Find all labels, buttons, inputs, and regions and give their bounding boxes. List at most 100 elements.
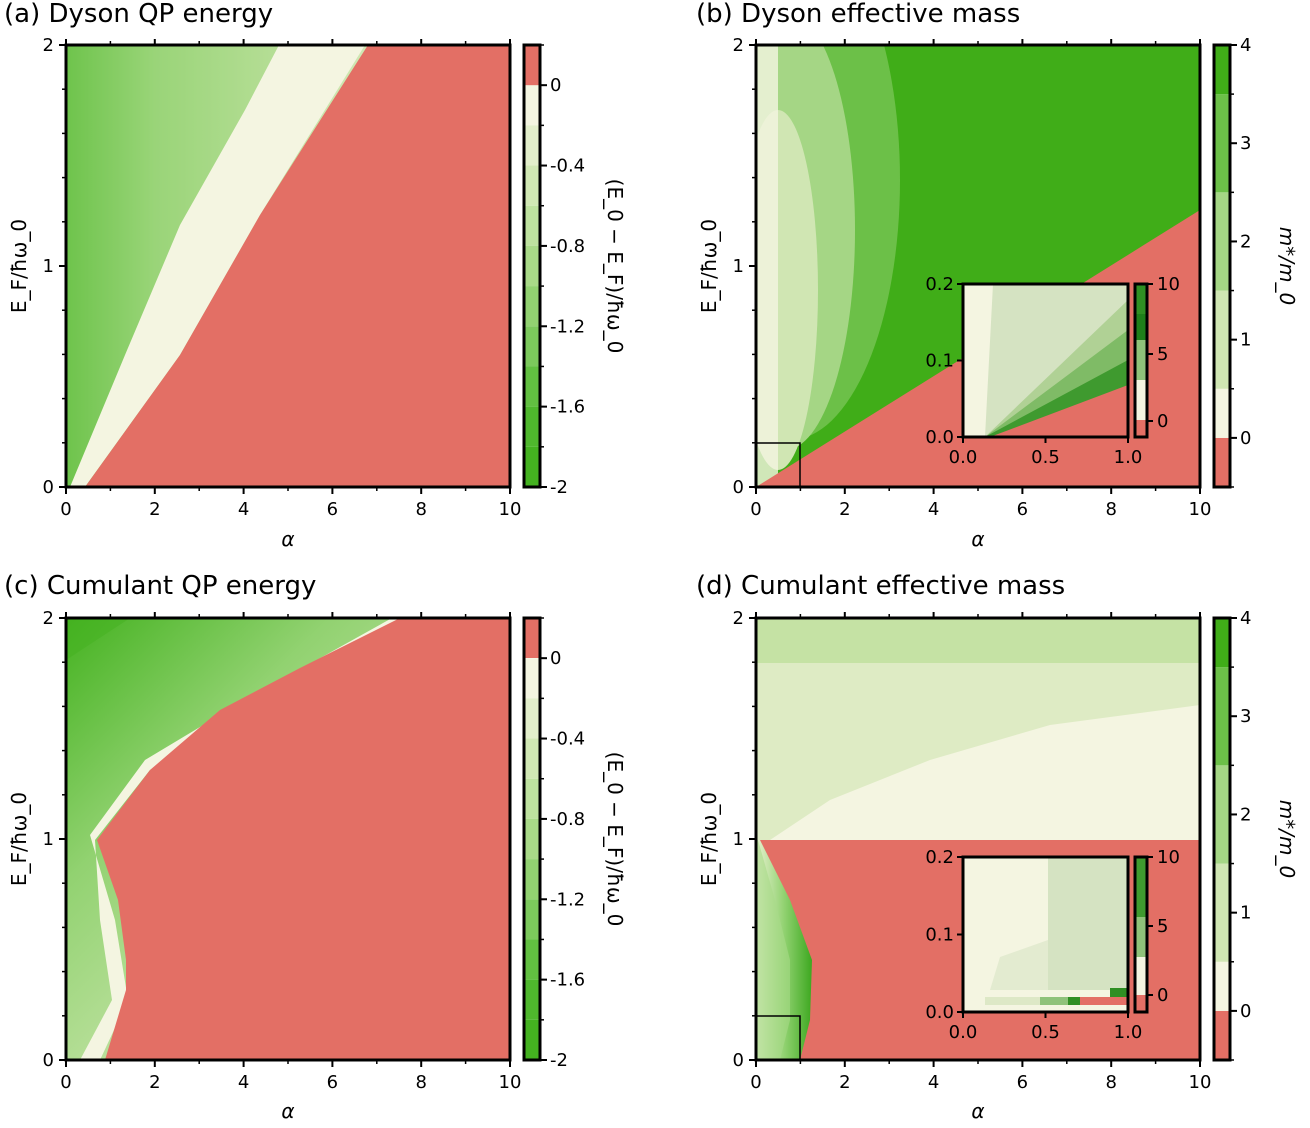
panel-c-colorbar-tick-label: -2 — [550, 1050, 568, 1071]
panel-b-xlabel: α — [971, 527, 984, 551]
panel-d-colorbar-level — [1214, 961, 1230, 1011]
panel-d-inset-cbar-tick-label: 0 — [1157, 985, 1168, 1006]
panel-a-title: (a) Dyson QP energy — [4, 0, 273, 29]
panel-a-colorbar-frame — [522, 43, 542, 489]
panel-b-inset-cbar-tick-label: 10 — [1157, 274, 1180, 295]
panel-b-xtick-label: 10 — [1189, 499, 1212, 520]
panel-d-colorbar-label: m*/m_0 — [1275, 800, 1299, 878]
panel-b-title: (b) Dyson effective mass — [696, 0, 1020, 29]
panel-b-colorbar-tick-label: 4 — [1240, 35, 1251, 56]
panel-b-inset-xtick-label: 0.5 — [1031, 447, 1060, 468]
panel-b-colorbar-frame — [1212, 43, 1232, 489]
panel-d-colorbar-level — [1214, 765, 1230, 864]
panel-c-axes: 0 2 4 6 8 10 0 1 2 — [43, 608, 522, 1093]
panel-a-ytick-label: 0 — [43, 477, 54, 498]
panel-d-ylabel: E_F/ħω_0 — [697, 792, 721, 886]
panel-a-ytick-label: 1 — [43, 256, 54, 277]
panel-a-colorbar-level — [524, 245, 540, 287]
panel-c-colorbar-label: (E_0 − E_F)/ħω_0 — [603, 752, 627, 927]
panel-b-axes: 0 2 4 6 8 10 0 1 2 — [733, 35, 1212, 520]
panel-b-xtick-label: 2 — [839, 499, 850, 520]
panel-b-ylabel: E_F/ħω_0 — [697, 219, 721, 313]
panel-b-colorbar-level — [1214, 290, 1230, 389]
panel-a-colorbar-tick-label: -1.6 — [550, 397, 585, 418]
panel-d-xlabel: α — [971, 1099, 984, 1123]
panel-b-xtick-label: 8 — [1105, 499, 1116, 520]
panel-d-colorbar-tick-label: 0 — [1240, 1001, 1251, 1022]
panel-b: (b) Dyson effective mass α E_F/ħω_0 — [696, 0, 1299, 551]
panel-d-xtick-label: 8 — [1105, 1072, 1116, 1093]
panel-a-axes: 0 2 4 6 8 10 0 1 2 — [43, 35, 522, 520]
panel-c-colorbar-level — [524, 1019, 540, 1060]
panel-b-inset — [961, 282, 1149, 439]
panel-b-colorbar-tick-label: 3 — [1240, 133, 1251, 154]
panel-d-ytick-label: 1 — [733, 829, 744, 850]
panel-a-colorbar-level — [524, 165, 540, 206]
panel-c-colorbar-level — [524, 658, 540, 699]
panel-b-inset-cbar-tick-label: 0 — [1157, 411, 1168, 432]
panel-d-inset-axes: 0.0 0.5 1.0 0.0 0.1 0.2 10 5 0 — [925, 847, 1180, 1043]
panel-b-colorbar-levels — [1214, 45, 1230, 487]
panel-c-colorbar-frame — [522, 616, 542, 1062]
panel-b-ytick-label: 1 — [733, 256, 744, 277]
panel-c-colorbar-level — [524, 818, 540, 860]
panel-b-colorbar-level — [1214, 192, 1230, 291]
panel-d-colorbar-ticks: 0 1 2 3 4 — [1230, 608, 1251, 1061]
panel-c-xtick-label: 6 — [327, 1072, 338, 1093]
panel-c-title: (c) Cumulant QP energy — [4, 571, 316, 601]
panel-a-ytick-label: 2 — [43, 35, 54, 56]
panel-d-colorbar-tick-label: 4 — [1240, 608, 1251, 629]
panel-d-colorbar-levels — [1214, 618, 1230, 1060]
panel-a-colorbar-tick-label: -0.4 — [550, 156, 585, 177]
panel-c-colorbar-ticks: 0 -0.4 -0.8 -1.2 -1.6 -2 — [540, 617, 585, 1071]
panel-b-light-edge — [756, 45, 778, 487]
panel-d-inset — [961, 855, 1149, 1014]
panel-c-positive-region — [97, 618, 510, 1060]
panel-c-colorbar-levels — [524, 658, 540, 1060]
panel-d-heatmap — [756, 618, 1200, 1060]
panel-d-inset-cbar-tick-label: 5 — [1157, 916, 1168, 937]
panel-c-colorbar-tick-label: -1.2 — [550, 889, 585, 910]
panel-b-inset-ytick-label: 0.2 — [925, 274, 954, 295]
panel-d-ytick-label: 0 — [733, 1050, 744, 1071]
panel-a-colorbar-level — [524, 85, 540, 126]
panel-b-xtick-label: 6 — [1017, 499, 1028, 520]
panel-b-xtick-label: 0 — [750, 499, 761, 520]
panel-a-xtick-label: 10 — [499, 499, 522, 520]
panel-d-axes: 0 2 4 6 8 10 0 1 2 — [733, 608, 1212, 1093]
panel-b-colorbar-tick-label: 1 — [1240, 330, 1251, 351]
panel-d-colorbar-tick-label: 3 — [1240, 706, 1251, 727]
panel-a-colorbar-tick-label: -2 — [550, 477, 568, 498]
panel-c-colorbar-level — [524, 738, 540, 779]
panel-b-colorbar-tick-label: 0 — [1240, 428, 1251, 449]
panel-a-xlabel: α — [281, 527, 294, 551]
panel-d-colorbar-level — [1214, 667, 1230, 766]
panel-a-colorbar-level — [524, 286, 540, 327]
panel-d-colorbar-level — [1214, 618, 1230, 668]
panel-d-inset-ytick-label: 0.1 — [925, 925, 954, 946]
panel-a: (a) Dyson QP energy α E_F/ħω_0 0 -0.4 -0.8… — [4, 0, 627, 551]
panel-a-colorbar-level — [524, 366, 540, 407]
panel-b-colorbar-tick-label: 2 — [1240, 231, 1251, 252]
panel-c-colorbar-level — [524, 939, 540, 980]
panel-b-inset-ytick-label: 0.0 — [925, 427, 954, 448]
panel-a-colorbar-level — [524, 125, 540, 166]
panel-a-ylabel: E_F/ħω_0 — [7, 219, 31, 313]
panel-c-colorbar-level — [524, 979, 540, 1020]
panel-b-ytick-label: 0 — [733, 477, 744, 498]
panel-d-colorbar-frame — [1212, 616, 1232, 1062]
panel-a-heatmap — [66, 45, 510, 487]
panel-b-inset-xtick-label: 0.0 — [949, 447, 978, 468]
panel-c-colorbar-level — [524, 859, 540, 900]
panel-d-inset-cbar-tick-label: 10 — [1157, 847, 1180, 868]
panel-c-xtick-label: 8 — [415, 1072, 426, 1093]
panel-c-xlabel: α — [281, 1099, 294, 1123]
panel-c-colorbar-level — [524, 899, 540, 940]
panel-d-colorbar-tick-label: 2 — [1240, 804, 1251, 825]
panel-a-colorbar-level — [524, 446, 540, 487]
panel-a-colorbar-level — [524, 205, 540, 246]
panel-a-colorbar-level — [524, 406, 540, 447]
panel-d-colorbar-tick-label: 1 — [1240, 903, 1251, 924]
panel-b-inset-cbar-tick-label: 5 — [1157, 344, 1168, 365]
panel-c-colorbar-tick-label: -1.6 — [550, 970, 585, 991]
